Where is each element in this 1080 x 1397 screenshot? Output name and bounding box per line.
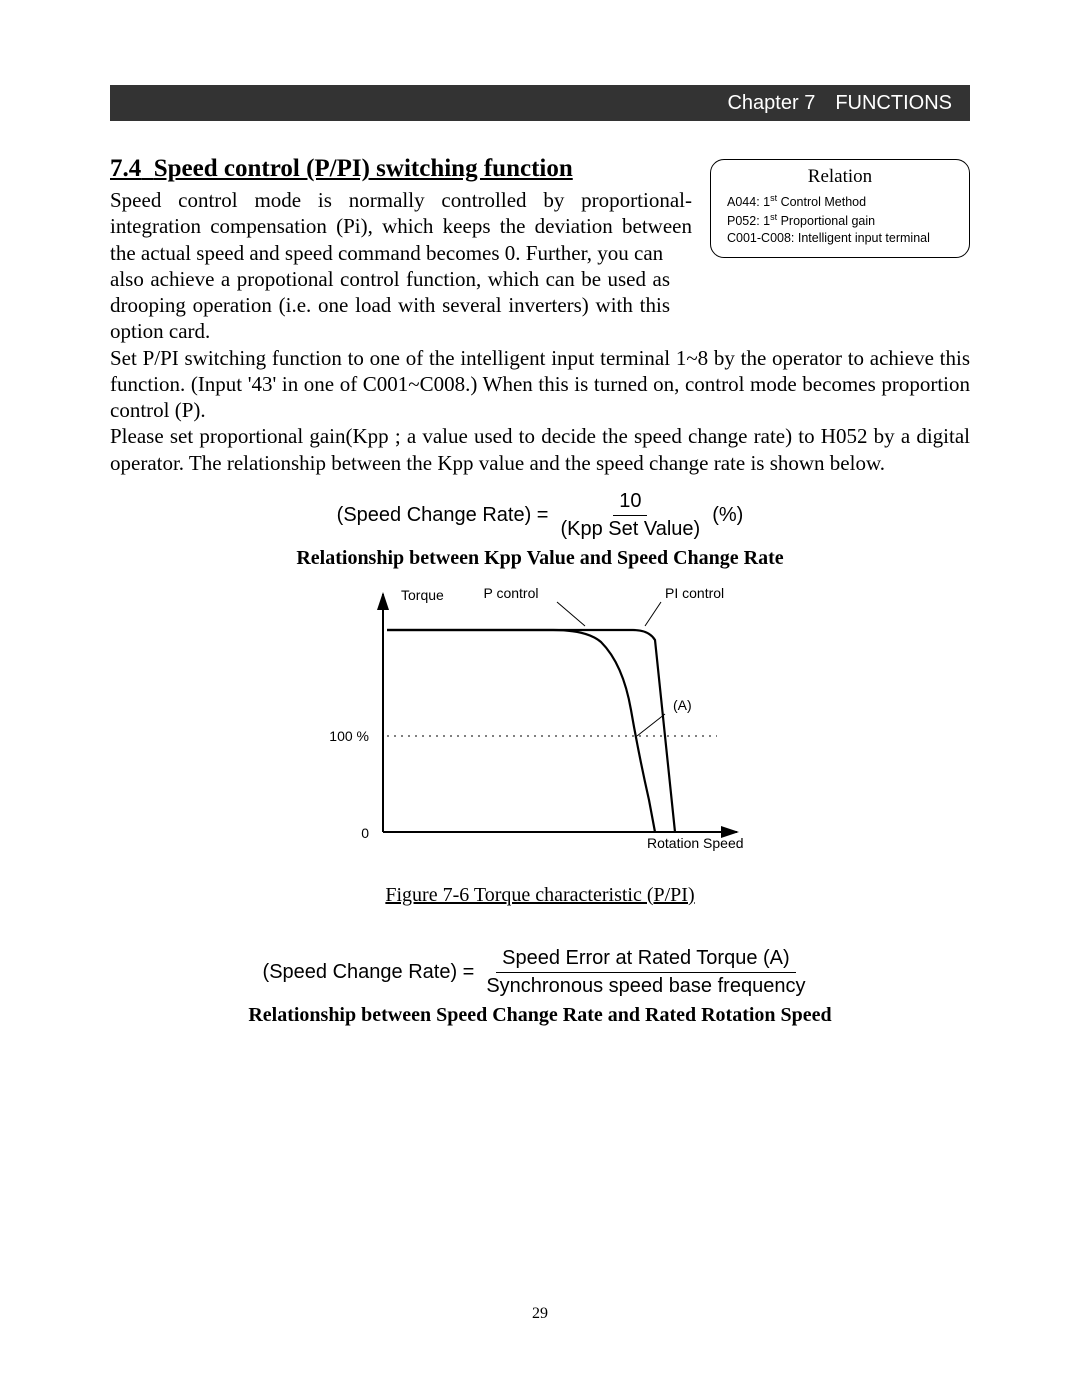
formula2-denominator: Synchronous speed base frequency [480,973,811,998]
subcaption-1: Relationship between Kpp Value and Speed… [110,547,970,570]
svg-text:PI control: PI control [665,585,724,601]
section-heading: Speed control (P/PI) switching function [154,155,573,182]
paragraph-4: Please set proportional gain(Kpp ; a val… [110,423,970,476]
relation-title: Relation [727,166,953,188]
formula2-fraction: Speed Error at Rated Torque (A) Synchron… [480,947,811,998]
svg-text:Rotation Speed: Rotation Speed [647,835,744,851]
subcaption-2: Relationship between Speed Change Rate a… [110,1004,970,1027]
page-number: 29 [0,1305,1080,1323]
formula-2: (Speed Change Rate) = Speed Error at Rat… [110,947,970,998]
formula1-fraction: 10 (Kpp Set Value) [554,490,706,541]
header-chapter: Chapter 7 [727,92,815,115]
torque-chart: Torque Rotation Speed 0 100 % P control PI co… [305,580,775,870]
section-number: 7.4 [110,155,141,182]
formula1-denominator: (Kpp Set Value) [554,516,706,541]
formula1-lhs: (Speed Change Rate) = [337,504,549,527]
svg-text:(A): (A) [673,697,692,713]
formula2-lhs: (Speed Change Rate) = [263,961,475,984]
svg-text:P control: P control [484,585,539,601]
page-header: Chapter 7 FUNCTIONS [110,85,970,121]
paragraph-3: Set P/PI switching function to one of th… [110,345,970,424]
relation-box: Relation A044: 1st Control Method P052: … [710,159,970,258]
header-title: FUNCTIONS [835,92,952,115]
paragraph-1: Speed control mode is normally controlle… [110,187,692,266]
figure-caption: Figure 7-6 Torque characteristic (P/PI) [110,884,970,907]
formula1-numerator: 10 [613,490,647,516]
relation-line-3: C001-C008: Intelligent input terminal [727,230,953,247]
section-title: 7.4 Speed control (P/PI) switching funct… [110,155,692,183]
formula2-numerator: Speed Error at Rated Torque (A) [496,947,796,973]
relation-line-1: A044: 1st Control Method [727,192,953,211]
paragraph-2: also achieve a propotional control funct… [110,266,670,345]
svg-text:100 %: 100 % [329,728,369,744]
svg-text:Torque: Torque [401,587,444,603]
relation-line-2: P052: 1st Proportional gain [727,211,953,230]
svg-text:0: 0 [361,825,369,841]
formula1-suffix: (%) [712,504,743,527]
formula-1: (Speed Change Rate) = 10 (Kpp Set Value)… [110,490,970,541]
